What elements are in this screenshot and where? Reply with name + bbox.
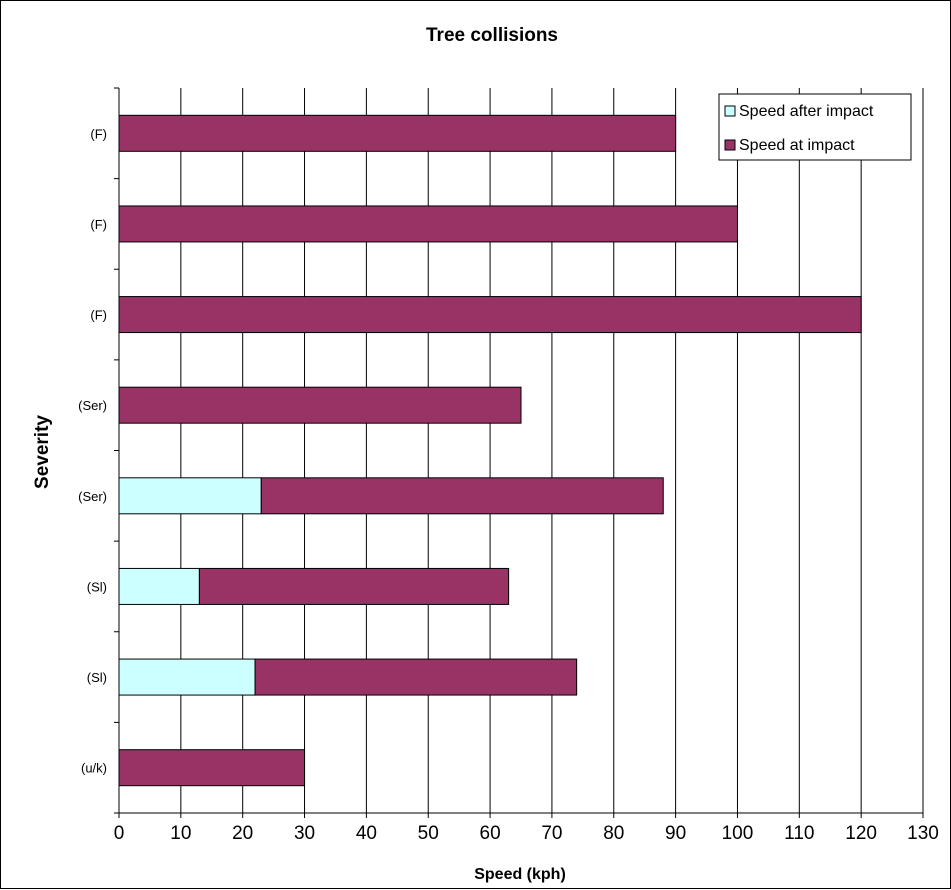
y-category-label: (Sl) (87, 670, 107, 685)
bar-speed-at-impact (254, 658, 578, 696)
bar-speed-after-impact (118, 477, 262, 515)
bar-speed-at-impact (118, 205, 738, 243)
x-tick-label: 10 (170, 823, 191, 844)
x-tick-label: 90 (665, 823, 686, 844)
x-tick-label: 40 (356, 823, 377, 844)
grid-layer (180, 88, 924, 813)
axes-layer: (F) (F) (F) (Ser) (Ser) (Sl) (Sl) (u/k) 0 10 20 30 4… (78, 87, 939, 844)
y-category-label: (F) (90, 126, 107, 141)
legend-label-speed-at-impact: Speed at impact (739, 137, 855, 154)
bar-speed-at-impact (118, 386, 522, 424)
x-tick-label: 110 (784, 823, 814, 844)
y-axis-title: Severity (32, 415, 53, 489)
legend-swatch-speed-at-impact (724, 139, 736, 151)
legend: Speed after impact Speed at impact (718, 93, 912, 161)
bar-speed-at-impact (118, 114, 677, 152)
x-tick-label: 30 (294, 823, 315, 844)
x-tick-label: 50 (418, 823, 439, 844)
x-tick-label: 60 (480, 823, 501, 844)
legend-label-speed-after-impact: Speed after impact (739, 103, 874, 120)
y-category-label: (Ser) (78, 398, 107, 413)
legend-box (718, 93, 912, 161)
x-tick-label: 120 (845, 823, 877, 844)
bar-speed-after-impact (118, 658, 256, 696)
x-tick-label: 0 (114, 823, 125, 844)
bar-speed-after-impact (118, 567, 200, 605)
bar-speed-at-impact (198, 567, 510, 605)
bar-speed-at-impact (118, 296, 862, 334)
x-tick-label: 70 (541, 823, 562, 844)
y-category-label: (u/k) (81, 761, 107, 776)
y-category-label: (F) (90, 308, 107, 323)
legend-swatch-speed-after-impact (724, 105, 736, 117)
y-category-label: (F) (90, 217, 107, 232)
y-category-label: (Ser) (78, 489, 107, 504)
chart-title: Tree collisions (426, 25, 558, 46)
x-tick-label: 130 (907, 823, 939, 844)
bars-layer (118, 114, 862, 787)
x-tick-label: 20 (232, 823, 253, 844)
x-tick-label: 100 (722, 823, 754, 844)
bar-speed-at-impact (260, 477, 664, 515)
bar-speed-at-impact (118, 749, 306, 787)
x-axis-title: Speed (kph) (474, 866, 566, 883)
x-tick-label: 80 (603, 823, 624, 844)
y-category-label: (Sl) (87, 579, 107, 594)
